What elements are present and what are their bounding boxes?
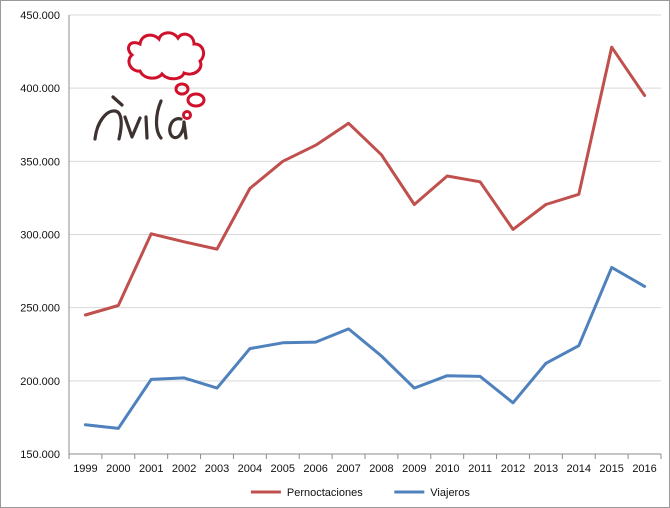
logo-wordmark bbox=[93, 95, 188, 141]
x-tick-label: 2005 bbox=[271, 463, 295, 475]
x-tick-label: 1999 bbox=[73, 463, 97, 475]
y-tick-label: 200.000 bbox=[20, 376, 60, 388]
x-tick-label: 2009 bbox=[402, 463, 426, 475]
x-tick-label: 2001 bbox=[139, 463, 163, 475]
avila-logo bbox=[93, 31, 206, 141]
x-tick-label: 2008 bbox=[369, 463, 393, 475]
x-tick-label: 2000 bbox=[106, 463, 130, 475]
x-tick-label: 2003 bbox=[205, 463, 229, 475]
x-tick-label: 2012 bbox=[501, 463, 525, 475]
x-tick-label: 2004 bbox=[238, 463, 262, 475]
x-tick-label: 2015 bbox=[599, 463, 623, 475]
y-tick-label: 300.000 bbox=[20, 230, 60, 242]
thought-bubble-icon bbox=[127, 31, 206, 120]
legend-label: Pernoctaciones bbox=[287, 487, 363, 499]
x-tick-label: 2010 bbox=[435, 463, 459, 475]
series-lines bbox=[83, 45, 647, 430]
x-tick-label: 2006 bbox=[303, 463, 327, 475]
y-tick-label: 350.000 bbox=[20, 156, 60, 168]
series-line-pernoctaciones bbox=[83, 45, 647, 317]
y-tick-label: 400.000 bbox=[20, 83, 60, 95]
x-tick-label: 2014 bbox=[567, 463, 591, 475]
legend: Pernoctaciones Viajeros bbox=[250, 487, 470, 499]
legend-label: Viajeros bbox=[430, 487, 470, 499]
series-line-viajeros bbox=[83, 265, 647, 430]
x-tick-label: 2007 bbox=[336, 463, 360, 475]
y-tick-label: 450.000 bbox=[20, 10, 60, 22]
axes: 150.000 200.000 250.000 300.000 350.000 400.0… bbox=[20, 10, 662, 475]
x-tick-label: 2002 bbox=[172, 463, 196, 475]
y-tick-label: 150.000 bbox=[20, 449, 60, 461]
y-tick-label: 250.000 bbox=[20, 303, 60, 315]
x-tick-label: 2016 bbox=[632, 463, 656, 475]
gridlines bbox=[69, 14, 661, 382]
x-tick-label: 2011 bbox=[468, 463, 492, 475]
x-tick-label: 2013 bbox=[534, 463, 558, 475]
